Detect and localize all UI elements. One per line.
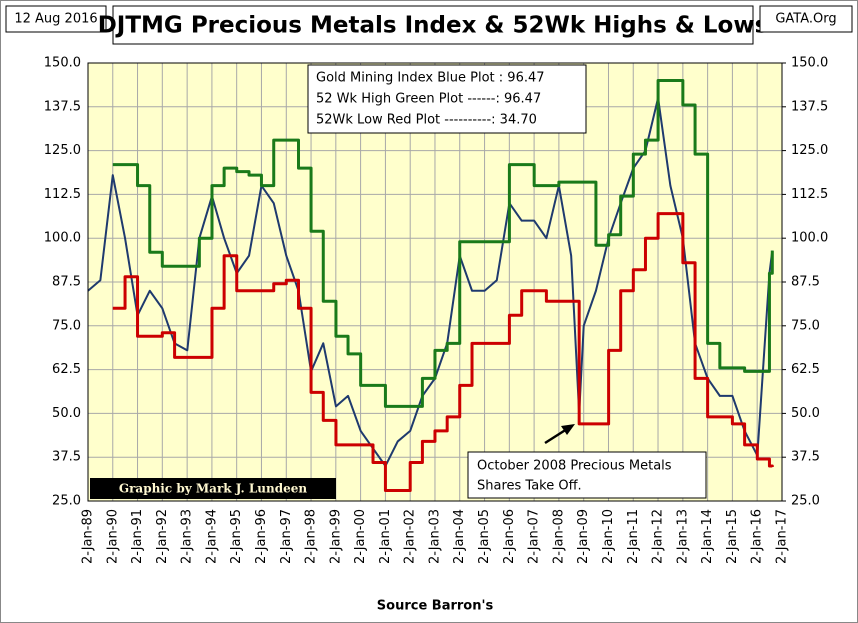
annotation-arrowhead: [561, 424, 575, 435]
y2-tick-label: 37.5: [791, 450, 820, 465]
x-tick-label: 2-Jan-95: [229, 509, 244, 564]
x-tick-label: 2-Jan-98: [304, 509, 319, 564]
y-tick-label: 37.5: [52, 450, 81, 465]
y-tick-label: 75.0: [52, 318, 81, 333]
x-tick-label: 2-Jan-12: [651, 509, 666, 564]
annotation-text: Shares Take Off.: [477, 479, 582, 494]
legend-box: [307, 64, 587, 134]
x-tick-label: 2-Jan-08: [551, 509, 566, 564]
x-tick-label: 2-Jan-07: [527, 509, 542, 564]
title-box: [112, 5, 754, 45]
x-tick-label: 2-Jan-05: [477, 509, 492, 564]
y2-tick-label: 137.5: [791, 99, 828, 114]
y2-tick-label: 87.5: [791, 275, 820, 290]
x-tick-label: 2-Jan-91: [130, 509, 145, 564]
x-tick-label: 2-Jan-10: [601, 509, 616, 564]
x-tick-label: 2-Jan-89: [81, 509, 96, 564]
x-tick-label: 2-Jan-96: [254, 509, 269, 564]
y-tick-label: 112.5: [44, 187, 81, 202]
y-tick-label: 62.5: [52, 362, 81, 377]
x-tick-label: 2-Jan-02: [403, 509, 418, 564]
x-tick-label: 2-Jan-14: [700, 509, 715, 564]
y-tick-label: 50.0: [52, 406, 81, 421]
x-tick-label: 2-Jan-97: [279, 509, 294, 564]
x-tick-label: 2-Jan-11: [626, 509, 641, 564]
date-box: [5, 5, 107, 33]
x-tick-label: 2-Jan-01: [378, 509, 393, 564]
source-label: GATA.Org: [775, 12, 836, 27]
credit-label: Graphic by Mark J. Lundeen: [119, 482, 308, 496]
x-tick-label: 2-Jan-99: [328, 509, 343, 564]
source-box: [759, 5, 853, 33]
x-tick-label: 2-Jan-16: [750, 509, 765, 564]
legend-entry: 52Wk Low Red Plot ----------: 34.70: [316, 113, 537, 128]
y2-tick-label: 75.0: [791, 318, 820, 333]
x-tick-label: 2-Jan-93: [180, 509, 195, 564]
legend-entry: Gold Mining Index Blue Plot : 96.47: [316, 71, 545, 86]
credit-box: [90, 478, 336, 499]
x-tick-label: 2-Jan-03: [427, 509, 442, 564]
y-tick-label: 137.5: [44, 99, 81, 114]
annotation-box: [467, 451, 707, 499]
chart-title: DJTMG Precious Metals Index & 52Wk Highs…: [98, 13, 769, 39]
y-tick-label: 87.5: [52, 275, 81, 290]
x-tick-label: 2-Jan-94: [204, 509, 219, 564]
date-label: 12 Aug 2016: [14, 12, 97, 27]
x-tick-label: 2-Jan-13: [675, 509, 690, 564]
legend-entry: 52 Wk High Green Plot ------: 96.47: [316, 92, 541, 107]
y-tick-label: 125.0: [44, 143, 81, 158]
series-line: [87, 97, 774, 467]
x-tick-label: 2-Jan-04: [452, 509, 467, 564]
y-tick-label: 150.0: [44, 56, 81, 71]
series-line: [112, 79, 774, 408]
x-tick-label: 2-Jan-92: [155, 509, 170, 564]
x-tick-label: 2-Jan-06: [502, 509, 517, 564]
y-tick-label: 25.0: [52, 494, 81, 509]
plot-border: [87, 62, 783, 502]
y2-tick-label: 50.0: [791, 406, 820, 421]
annotation-arrow: [544, 427, 568, 445]
y-tick-label: 100.0: [44, 231, 81, 246]
series-line: [112, 212, 774, 492]
x-tick-label: 2-Jan-09: [576, 509, 591, 564]
x-tick-label: 2-Jan-17: [775, 509, 790, 564]
y2-tick-label: 112.5: [791, 187, 828, 202]
y2-tick-label: 125.0: [791, 143, 828, 158]
x-tick-label: 2-Jan-00: [353, 509, 368, 564]
annotation-text: October 2008 Precious Metals: [477, 459, 672, 474]
y2-tick-label: 100.0: [791, 231, 828, 246]
y2-tick-label: 150.0: [791, 56, 828, 71]
y2-tick-label: 62.5: [791, 362, 820, 377]
x-tick-label: 2-Jan-15: [725, 509, 740, 564]
y2-tick-label: 25.0: [791, 494, 820, 509]
x-tick-label: 2-Jan-90: [105, 509, 120, 564]
x-axis-title: Source Barron's: [377, 599, 494, 614]
